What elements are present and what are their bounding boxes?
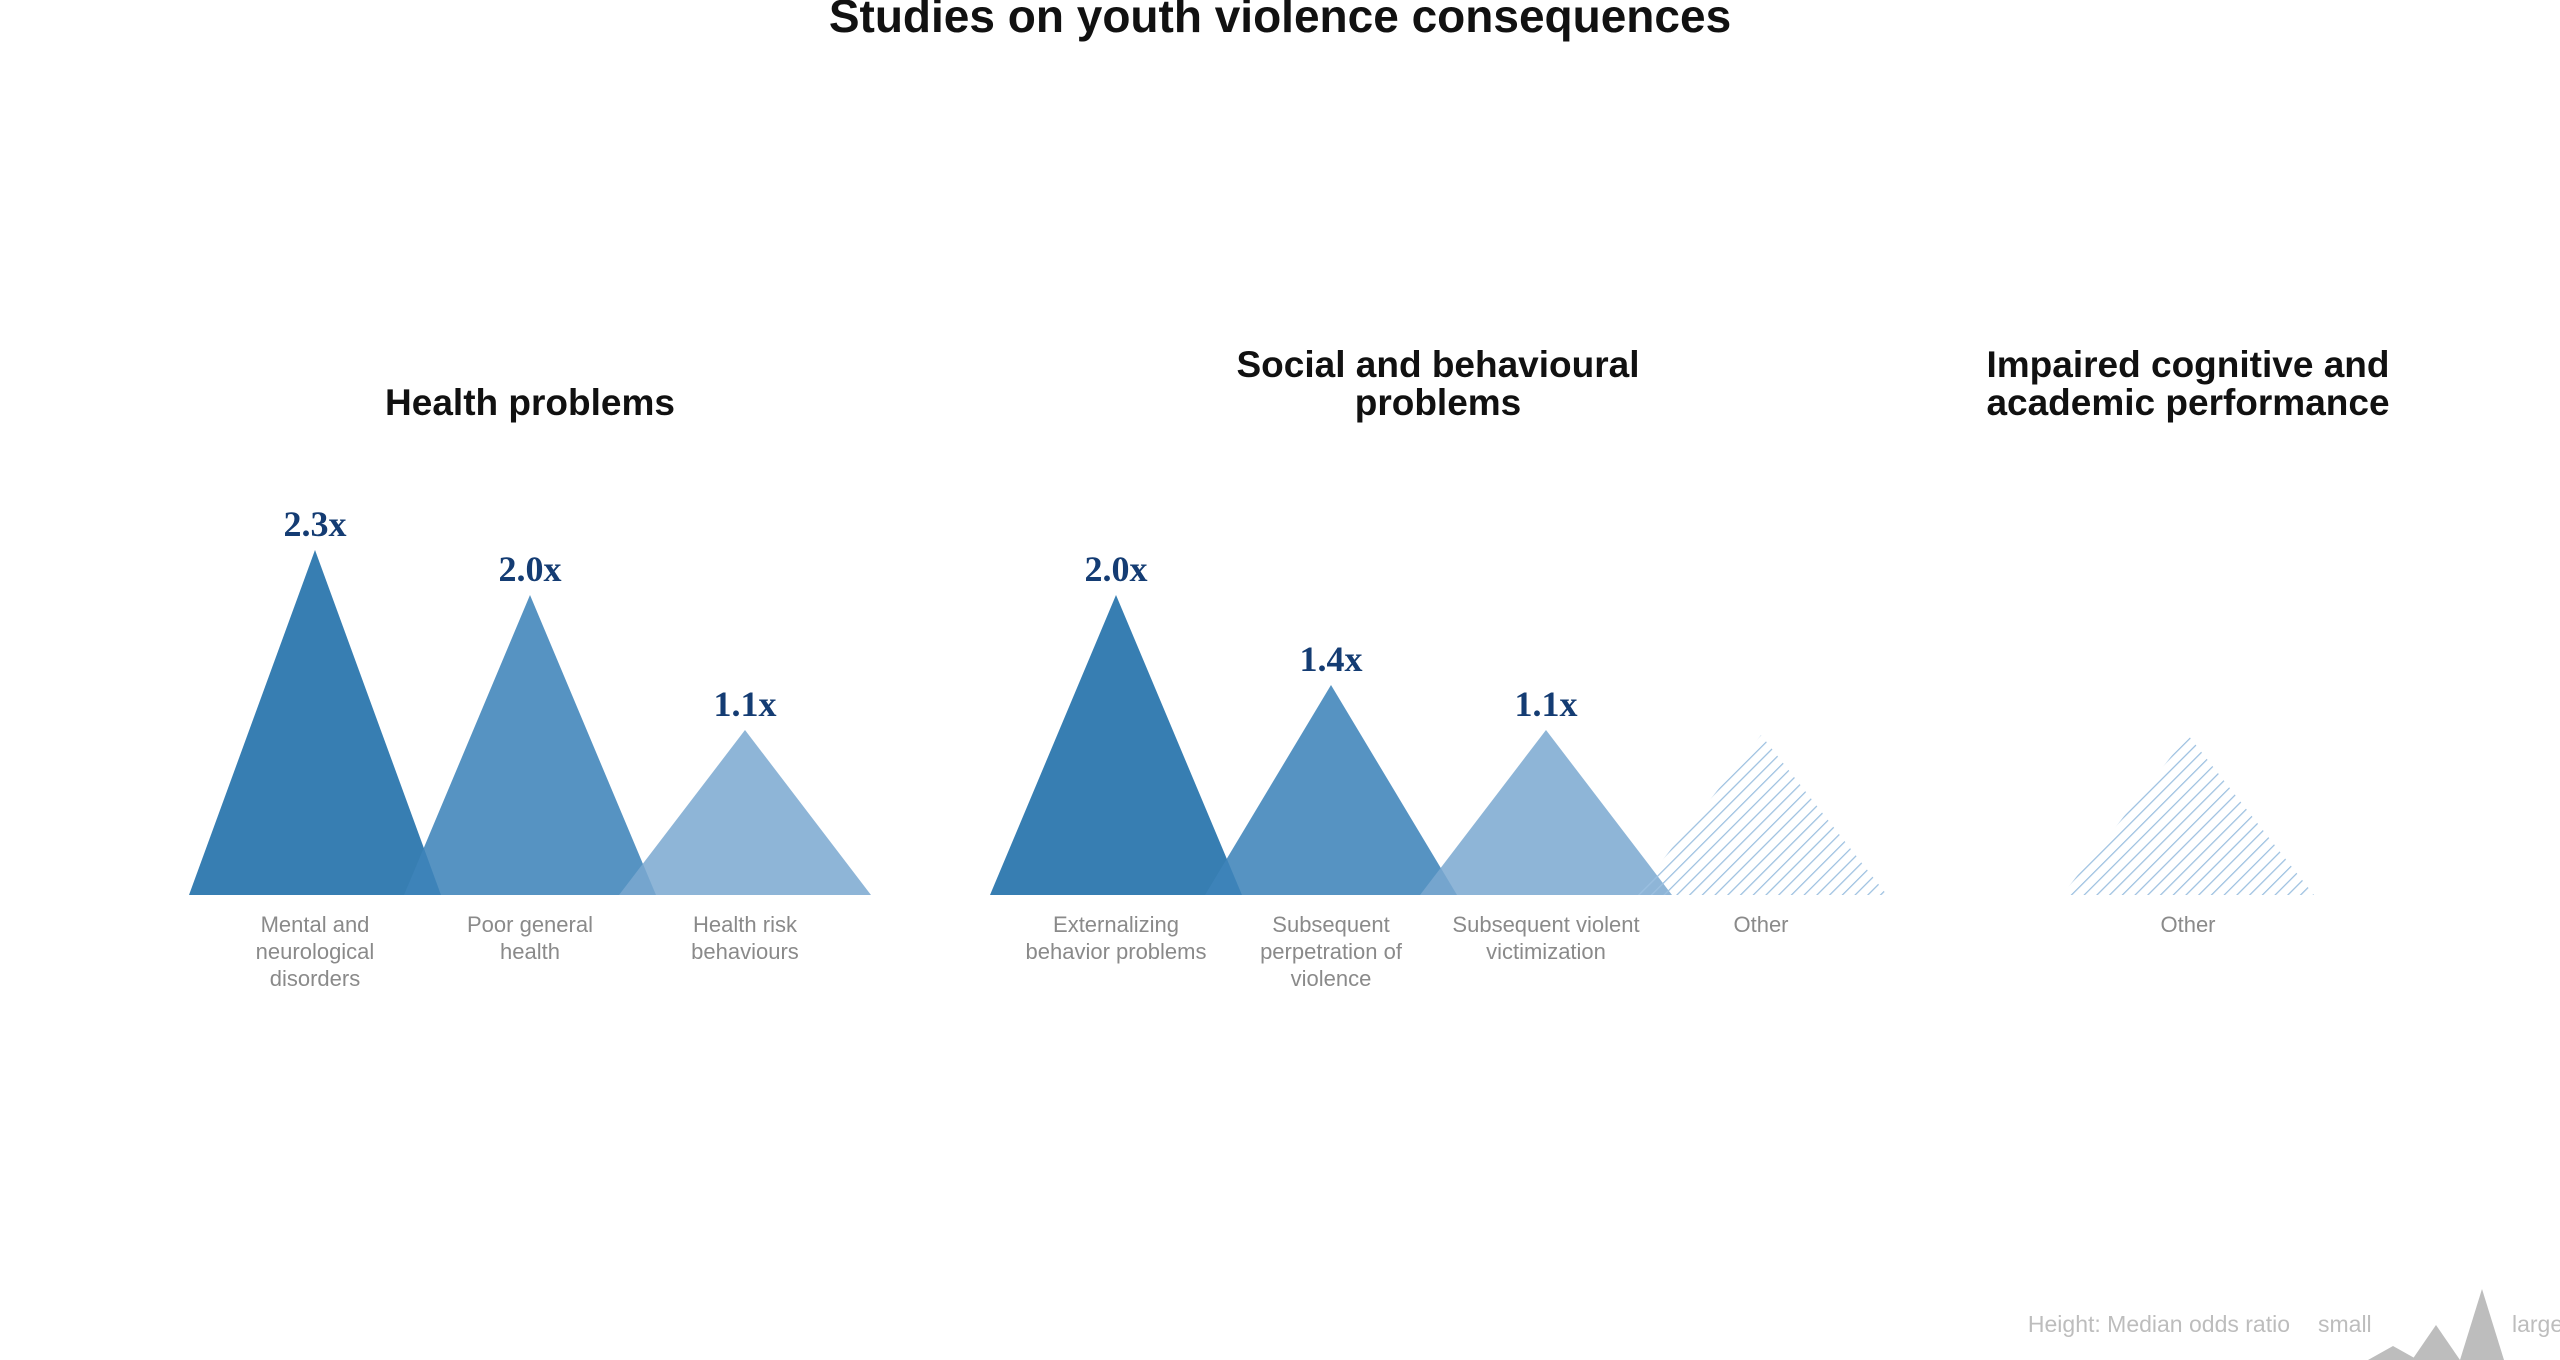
legend-large-triangle	[2460, 1289, 2504, 1360]
value-label: 1.1x	[714, 684, 777, 724]
group-title: Health problems	[385, 382, 675, 423]
group-title: Impaired cognitive and academic performan…	[1986, 344, 2389, 423]
value-label: 1.1x	[1515, 684, 1578, 724]
chart-group: Social and behavioural problems 2.0x Extern…	[990, 344, 1887, 991]
chart-title: Studies on youth violence consequences	[829, 0, 1731, 42]
category-label: Other	[1733, 912, 1788, 937]
legend-small-label: small	[2318, 1311, 2372, 1337]
chart-group: Impaired cognitive and academic performan…	[1986, 344, 2389, 937]
triangle-mark-other	[1635, 735, 1887, 895]
triangle-mark	[189, 550, 441, 895]
value-label: 2.0x	[499, 549, 562, 589]
category-label: Poor general health	[467, 912, 593, 964]
group-title: Social and behavioural problems	[1236, 344, 1639, 423]
legend: Height: Median odds ratio small large	[2028, 1289, 2560, 1360]
category-label: Other	[2160, 912, 2215, 937]
value-label: 1.4x	[1300, 639, 1363, 679]
legend-height-label: Height: Median odds ratio	[2028, 1311, 2290, 1337]
triangle-mark	[1205, 685, 1457, 895]
value-label: 2.0x	[1085, 549, 1148, 589]
value-label: 2.3x	[284, 504, 347, 544]
triangle-mark	[1420, 730, 1672, 895]
triangle-mark	[990, 595, 1242, 895]
category-label: Subsequent perpetration of violence	[1260, 912, 1403, 991]
legend-large-label: large	[2512, 1311, 2560, 1337]
category-label: Health risk behaviours	[691, 912, 799, 964]
category-label: Mental and neurological disorders	[256, 912, 375, 991]
legend-small-triangle	[2368, 1346, 2418, 1360]
category-label: Subsequent violent victimization	[1452, 912, 1639, 964]
triangle-mark	[619, 730, 871, 895]
category-label: Externalizing behavior problems	[1026, 912, 1207, 964]
chart-group: Health problems 2.3x Mental and neurologica…	[189, 382, 871, 991]
triangle-mark-other	[2062, 735, 2314, 895]
chart-groups: Health problems 2.3x Mental and neurologica…	[189, 344, 2390, 991]
triangle-mark	[404, 595, 656, 895]
legend-medium-triangle	[2412, 1325, 2460, 1360]
